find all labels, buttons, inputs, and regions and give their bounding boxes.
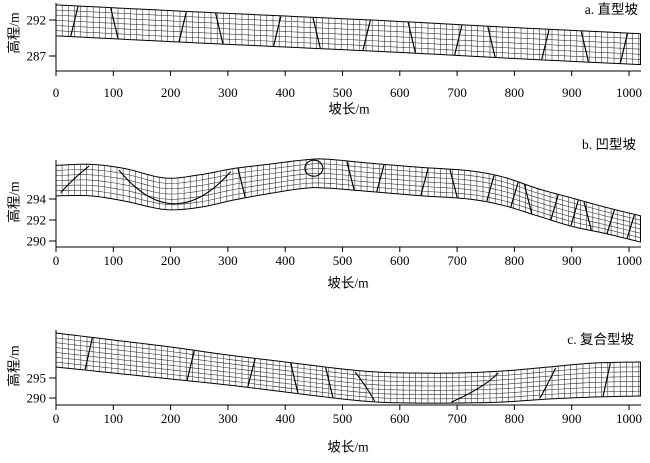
y-tick-label: 292 xyxy=(27,13,47,28)
mesh-vertical-lines xyxy=(61,334,640,403)
slip-arc-lines xyxy=(354,367,557,403)
subplot-b-yaxis-title: 高程/m xyxy=(6,181,22,223)
subplot-c-yaxis-title: 高程/m xyxy=(6,345,22,387)
axis-tick-marks xyxy=(49,19,630,76)
x-tick-label: 300 xyxy=(218,85,238,100)
mesh-band-outline xyxy=(55,332,641,404)
mesh-band-outline xyxy=(55,4,641,66)
x-tick-label: 400 xyxy=(275,85,295,100)
x-tick-label: 900 xyxy=(562,411,582,426)
mesh-divider-lines xyxy=(70,6,629,64)
subplot-b-xaxis-title: 坡长/m xyxy=(327,275,369,291)
y-tick-label: 295 xyxy=(27,371,47,386)
x-tick-label: 700 xyxy=(447,411,467,426)
x-tick-label: 600 xyxy=(390,253,410,268)
mesh-divider-lines xyxy=(84,337,611,398)
y-tick-label: 287 xyxy=(27,49,47,64)
y-tick-label: 290 xyxy=(27,391,47,406)
x-tick-label: 200 xyxy=(161,85,181,100)
x-tick-label: 400 xyxy=(275,411,295,426)
x-tick-label: 600 xyxy=(390,411,410,426)
x-tick-label: 100 xyxy=(104,253,124,268)
x-tick-label: 500 xyxy=(333,85,353,100)
mesh-band-fill xyxy=(56,333,641,404)
x-tick-label: 800 xyxy=(505,253,525,268)
x-tick-label: 900 xyxy=(562,253,582,268)
x-tick-label: 400 xyxy=(275,253,295,268)
x-tick-label: 200 xyxy=(161,411,181,426)
mesh-band-outline xyxy=(55,158,641,243)
x-tick-label: 500 xyxy=(333,411,353,426)
x-tick-label: 100 xyxy=(104,411,124,426)
x-tick-label: 1000 xyxy=(616,253,642,268)
subplot-c-xaxis-title: 坡长/m xyxy=(327,439,369,455)
subplot-a: 292 287 0 100 200 300 400 500 600 700 800 900 1000 xyxy=(27,3,642,100)
x-tick-label: 300 xyxy=(218,411,238,426)
subplot-c: 295 290 0 100 200 300 400 500 600 700 800 900 1000 xyxy=(27,330,642,426)
x-tick-label: 800 xyxy=(505,85,525,100)
x-tick-label: 0 xyxy=(53,253,60,268)
subplot-b-label: b. 凹型坡 xyxy=(582,137,636,152)
axis-tick-marks xyxy=(49,198,630,252)
axis-tick-marks xyxy=(49,377,630,410)
mesh-band-fill xyxy=(56,4,641,65)
x-tick-label: 800 xyxy=(505,411,525,426)
x-tick-label: 0 xyxy=(53,85,60,100)
mesh-horizontal-lines xyxy=(55,9,641,60)
x-tick-label: 300 xyxy=(218,253,238,268)
mesh-circle-marker xyxy=(304,159,324,177)
x-tick-label: 900 xyxy=(562,85,582,100)
subplot-c-label: c. 复合型坡 xyxy=(567,332,634,347)
x-tick-label: 600 xyxy=(390,85,410,100)
y-tick-label: 292 xyxy=(27,213,47,228)
subplot-a-xaxis-title: 坡长/m xyxy=(328,101,370,117)
x-tick-label: 500 xyxy=(333,253,353,268)
mesh-divider-lines xyxy=(237,161,635,239)
x-tick-label: 1000 xyxy=(616,85,642,100)
subplot-a-yaxis-title: 高程/m xyxy=(6,12,22,54)
y-tick-label: 294 xyxy=(27,192,47,207)
mesh-band-fill xyxy=(56,158,641,243)
x-tick-label: 200 xyxy=(161,253,181,268)
x-tick-label: 1000 xyxy=(616,411,642,426)
x-tick-label: 0 xyxy=(53,411,60,426)
y-tick-label: 290 xyxy=(27,234,47,249)
x-tick-label: 700 xyxy=(447,85,467,100)
subplot-b: 294 292 290 0 100 200 300 400 500 600 700 800 900 100… xyxy=(27,158,642,268)
x-tick-label: 100 xyxy=(104,85,124,100)
slip-arc-lines xyxy=(60,165,232,205)
x-tick-label: 700 xyxy=(447,253,467,268)
mesh-horizontal-lines xyxy=(55,337,641,400)
subplot-a-label: a. 直型坡 xyxy=(584,2,638,17)
